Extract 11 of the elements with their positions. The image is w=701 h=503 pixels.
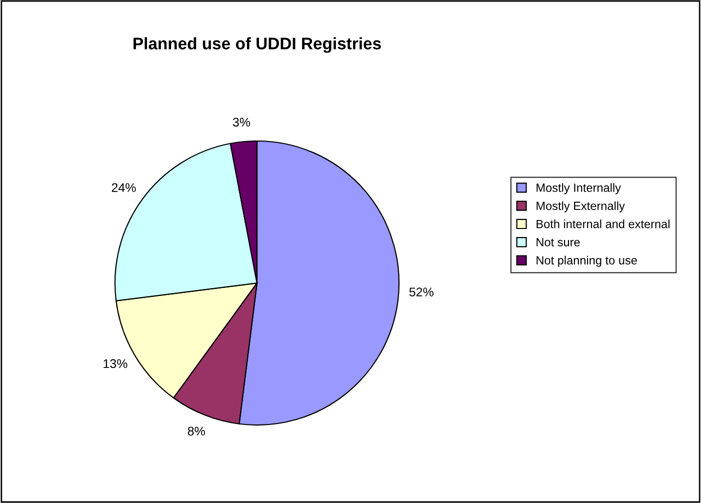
legend-label: Mostly Internally xyxy=(536,183,621,194)
legend-label: Mostly Externally xyxy=(536,201,625,212)
chart-title: Planned use of UDDI Registries xyxy=(134,37,381,53)
data-label: 52% xyxy=(409,288,434,296)
data-label: 24% xyxy=(112,183,136,192)
data-label: 3% xyxy=(232,118,250,127)
legend-label: Both internal and external xyxy=(536,220,670,228)
data-label: 8% xyxy=(188,426,205,436)
legend-label: Not planning to use xyxy=(536,256,637,267)
legend-label: Not sure xyxy=(536,238,580,246)
data-label: 13% xyxy=(104,359,128,368)
